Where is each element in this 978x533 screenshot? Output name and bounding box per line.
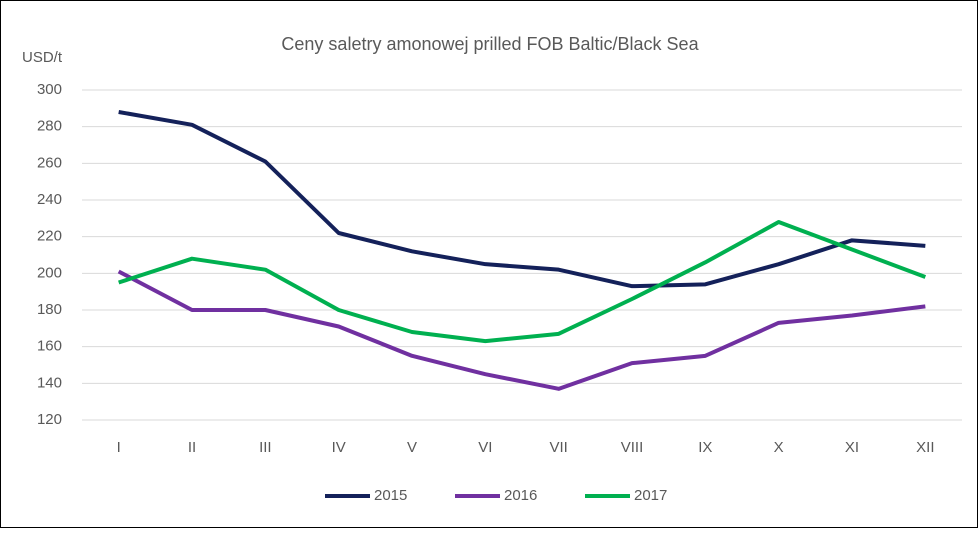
y-tick-label: 240 xyxy=(37,191,62,208)
y-tick-label: 280 xyxy=(37,118,62,135)
x-tick-label: I xyxy=(117,439,121,456)
y-tick-label: 180 xyxy=(37,301,62,318)
y-tick-label: 160 xyxy=(37,338,62,355)
series-line xyxy=(117,269,926,391)
x-tick-label: V xyxy=(407,439,417,456)
y-axis-label: USD/t xyxy=(22,49,63,66)
x-tick-label: IV xyxy=(332,439,346,456)
y-tick-label: 260 xyxy=(37,154,62,171)
x-tick-label: III xyxy=(259,439,272,456)
x-tick-label: VII xyxy=(549,439,567,456)
legend-label: 2015 xyxy=(374,487,407,504)
series-line xyxy=(118,220,927,344)
x-tick-label: VIII xyxy=(621,439,644,456)
y-tick-label: 140 xyxy=(37,374,62,391)
y-tick-label: 200 xyxy=(37,264,62,281)
legend-label: 2017 xyxy=(634,487,667,504)
y-tick-label: 300 xyxy=(37,81,62,98)
x-tick-label: X xyxy=(774,439,784,456)
y-tick-label: 220 xyxy=(37,228,62,245)
chart-title: Ceny saletry amonowej prilled FOB Baltic… xyxy=(281,34,699,54)
x-tick-label: IX xyxy=(698,439,712,456)
series-line xyxy=(118,110,926,289)
y-tick-label: 120 xyxy=(37,411,62,428)
x-tick-label: VI xyxy=(478,439,492,456)
legend-label: 2016 xyxy=(504,487,537,504)
x-tick-label: XII xyxy=(916,439,934,456)
x-tick-label: XI xyxy=(845,439,859,456)
x-tick-label: II xyxy=(188,439,196,456)
